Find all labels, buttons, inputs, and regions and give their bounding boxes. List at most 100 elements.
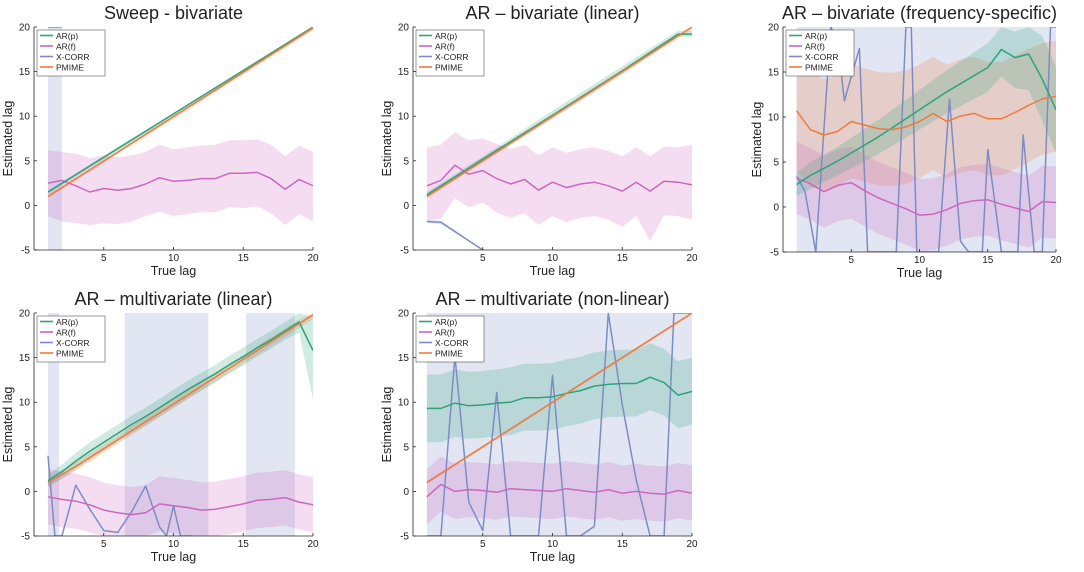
y-tick-label: -5 [21,246,30,257]
y-tick-label: 15 [19,67,31,78]
legend-label: AR(p) [435,31,457,41]
series-line-x-corr [426,220,484,250]
series-line-pmime [47,314,313,484]
y-axis-label: Estimated lag [750,102,764,178]
y-tick-label: 5 [24,442,30,453]
legend-label: AR(f) [435,328,455,338]
y-tick-label: -5 [400,532,409,543]
legend-label: X-CORR [56,338,90,348]
chart-panel-2: 5 10 15 20 -5 0 5 10 15 20 AR – bivariate (linear)… [380,3,698,278]
y-tick-label: 15 [768,68,780,79]
y-tick-label: 0 [403,201,409,212]
x-tick-label: 15 [238,253,250,264]
y-tick-label: 0 [24,201,30,212]
y-tick-label: 15 [398,67,410,78]
band-ar-f [48,139,313,225]
legend-box [36,29,106,77]
y-tick-label: 5 [403,156,409,167]
legend-label: AR(p) [435,317,457,327]
y-tick-label: 5 [773,158,779,169]
y-tick-label: 20 [19,23,31,34]
series-line-x-corr [47,455,192,536]
x-tick-label: 15 [617,253,629,264]
series-line-ar-f [796,177,1056,216]
y-tick-label: 0 [24,487,30,498]
y-tick-label: 5 [403,442,409,453]
legend-box [415,29,485,77]
x-axis-label: True lag [151,550,196,564]
chart-panel-1: 5 10 15 20 -5 0 5 10 15 20 Sweep - bivariate True l… [1,3,319,278]
x-tick-label: 15 [982,255,994,266]
legend-label: AR(p) [805,31,827,41]
series-line-x-corr [426,313,692,536]
chart-title: AR – multivariate (non-linear) [435,289,669,309]
x-tick-label: 5 [101,539,107,550]
legend-label: AR(p) [56,317,78,327]
band-x-corr [426,219,483,250]
x-tick-label: 10 [168,253,180,264]
x-tick-label: 20 [307,539,319,550]
y-tick-label: 0 [403,487,409,498]
band-ar-p [796,27,1056,197]
x-tick-label: 20 [686,539,698,550]
x-axis-label: True lag [530,264,575,278]
y-axis-label: Estimated lag [380,387,394,463]
y-tick-label: 10 [19,398,31,409]
chart-title: AR – bivariate (frequency-specific) [782,3,1057,23]
x-tick-label: 5 [480,539,486,550]
series-line-ar-f [47,496,313,516]
x-axis-label: True lag [897,266,942,280]
series-line-pmime [426,313,692,484]
y-axis-label: Estimated lag [380,101,394,177]
y-tick-label: 20 [398,23,410,34]
chart-title: AR – multivariate (linear) [74,289,272,309]
x-tick-label: 10 [914,255,926,266]
y-axis-label: Estimated lag [1,387,15,463]
x-tick-label: 5 [480,253,486,264]
series-line-pmime [426,27,692,198]
band-ar-f [426,132,692,242]
chart-panel-5: 5 10 15 20 -5 0 5 10 15 20 AR – multivariate (non-… [380,289,698,564]
x-axis-label: True lag [151,264,196,278]
legend-label: PMIME [56,349,84,359]
band-pmime [796,40,1056,191]
series-line-ar-p [47,27,313,193]
series-line-ar-p [426,376,692,410]
y-tick-label: 10 [398,398,410,409]
x-tick-label: 10 [547,253,559,264]
legend-label: X-CORR [435,338,469,348]
y-tick-label: 10 [19,112,31,123]
x-tick-label: 15 [617,539,629,550]
chart-panel-4: 5 10 15 20 -5 0 5 10 15 20 AR – multivariate (line… [1,289,319,564]
legend-label: AR(p) [56,31,78,41]
plot-area [426,313,692,536]
band-ar-p [426,30,692,198]
legend-box [36,315,106,363]
legend-label: AR(f) [56,328,76,338]
legend-box [415,315,485,363]
series-line-ar-p [796,48,1056,186]
x-axis-label: True lag [530,550,575,564]
y-tick-label: 10 [768,113,780,124]
legend-label: PMIME [435,349,463,359]
legend-label: X-CORR [805,52,839,62]
series-line-pmime [795,95,1056,136]
plot-area [47,313,313,536]
x-tick-label: 5 [848,255,854,266]
y-axis-label: Estimated lag [1,101,15,177]
y-tick-label: 10 [398,112,410,123]
x-tick-label: 20 [307,253,319,264]
y-tick-label: 20 [19,309,31,320]
x-tick-label: 10 [168,539,180,550]
band-x-corr [426,313,692,536]
y-tick-label: -5 [400,246,409,257]
y-tick-label: -5 [770,248,779,259]
